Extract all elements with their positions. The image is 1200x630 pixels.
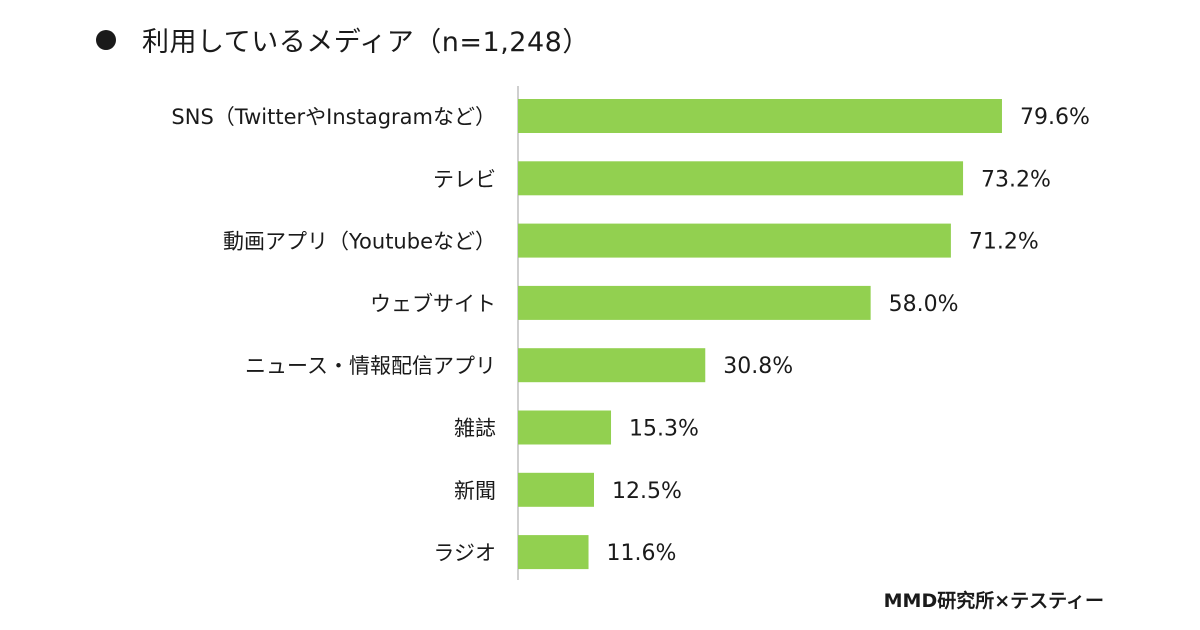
bar xyxy=(518,161,964,196)
bar xyxy=(518,410,612,445)
chart-title-text: 利用しているメディア（n=1,248） xyxy=(142,27,590,58)
category-label: ニュース・情報配信アプリ xyxy=(245,354,496,378)
bar xyxy=(518,472,594,507)
category-label: テレビ xyxy=(433,167,496,191)
category-label: 雑誌 xyxy=(454,417,496,441)
bar xyxy=(518,535,589,570)
value-label: 79.6% xyxy=(1020,105,1090,130)
category-label: 新聞 xyxy=(454,479,496,503)
value-label: 12.5% xyxy=(612,479,682,504)
source-credit: MMD研究所×テスティー xyxy=(883,590,1104,612)
bar xyxy=(518,285,871,320)
value-label: 73.2% xyxy=(981,167,1051,192)
bar xyxy=(518,223,951,258)
value-label: 15.3% xyxy=(629,417,699,442)
bar xyxy=(518,348,706,383)
value-label: 58.0% xyxy=(889,292,959,317)
bullet-icon xyxy=(96,29,116,50)
category-label: SNS（TwitterやInstagramなど） xyxy=(171,105,496,129)
bar xyxy=(518,99,1002,133)
value-label: 30.8% xyxy=(723,354,793,379)
category-label: 動画アプリ（Youtubeなど） xyxy=(223,230,496,254)
category-label: ウェブサイト xyxy=(370,292,496,316)
chart-title: 利用しているメディア（n=1,248） xyxy=(96,20,590,59)
category-label: ラジオ xyxy=(433,541,496,565)
value-label: 71.2% xyxy=(969,230,1039,255)
value-label: 11.6% xyxy=(607,541,677,566)
